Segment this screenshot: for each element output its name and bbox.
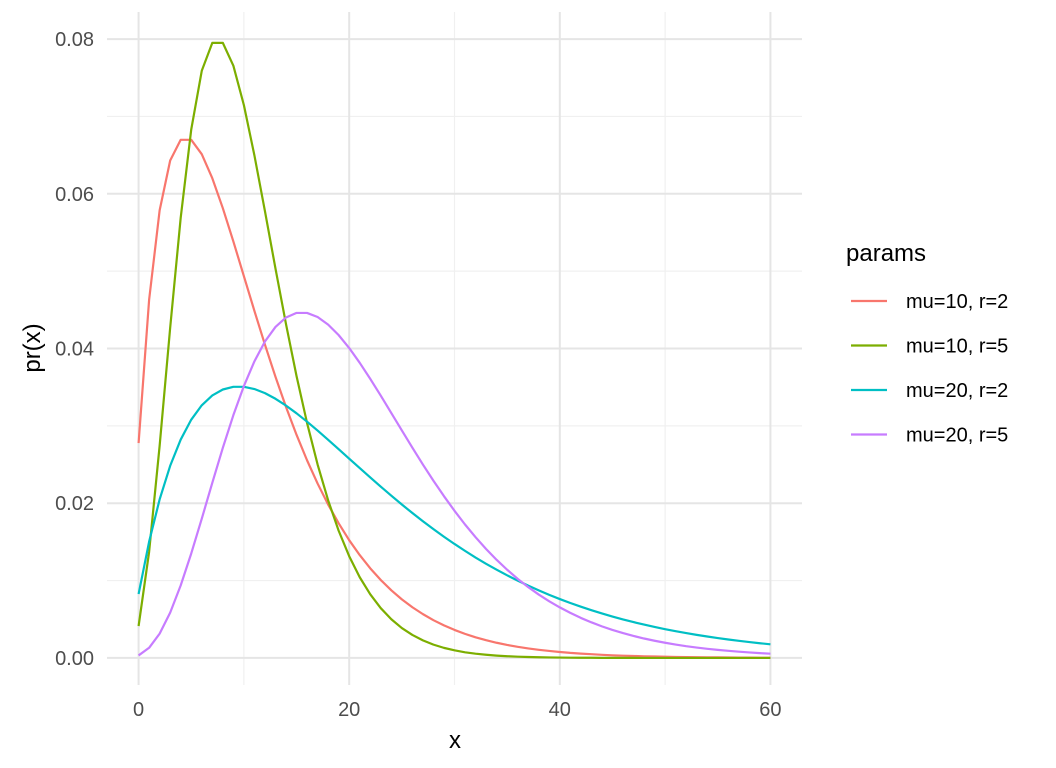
series-line [137,138,771,659]
y-axis-title: pr(x) [19,323,46,372]
y-tick-label: 0.00 [55,648,94,670]
y-tick-label: 0.08 [55,29,94,51]
x-tick-label: 0 [133,699,144,721]
y-tick-label: 0.02 [55,493,94,515]
x-tick-label: 60 [759,699,781,721]
series-line [137,311,771,657]
legend-label: mu=20, r=2 [906,380,1008,402]
legend-label: mu=20, r=5 [906,425,1008,447]
y-tick-label: 0.06 [55,184,94,206]
x-axis-title: x [449,727,461,754]
series-line [137,41,771,660]
legend-label: mu=10, r=2 [906,291,1008,313]
legend-items: mu=10, r=2 mu=10, r=5 mu=20, r=2 mu=20, r=5 [851,291,1008,447]
legend: params mu=10, r=2mu=10, r=5mu=20, r=2mu=… [846,240,1008,447]
x-tick-label: 40 [549,699,571,721]
series-lines [137,41,771,660]
legend-title: params [846,240,926,267]
legend-label: mu=10, r=5 [906,336,1008,358]
x-tick-label: 20 [338,699,360,721]
x-axis-tick-labels: 0 20 40 60 [133,699,782,721]
y-axis-tick-labels: 0.00 0.02 0.04 0.06 0.08 [55,29,94,670]
y-tick-label: 0.04 [55,339,94,361]
